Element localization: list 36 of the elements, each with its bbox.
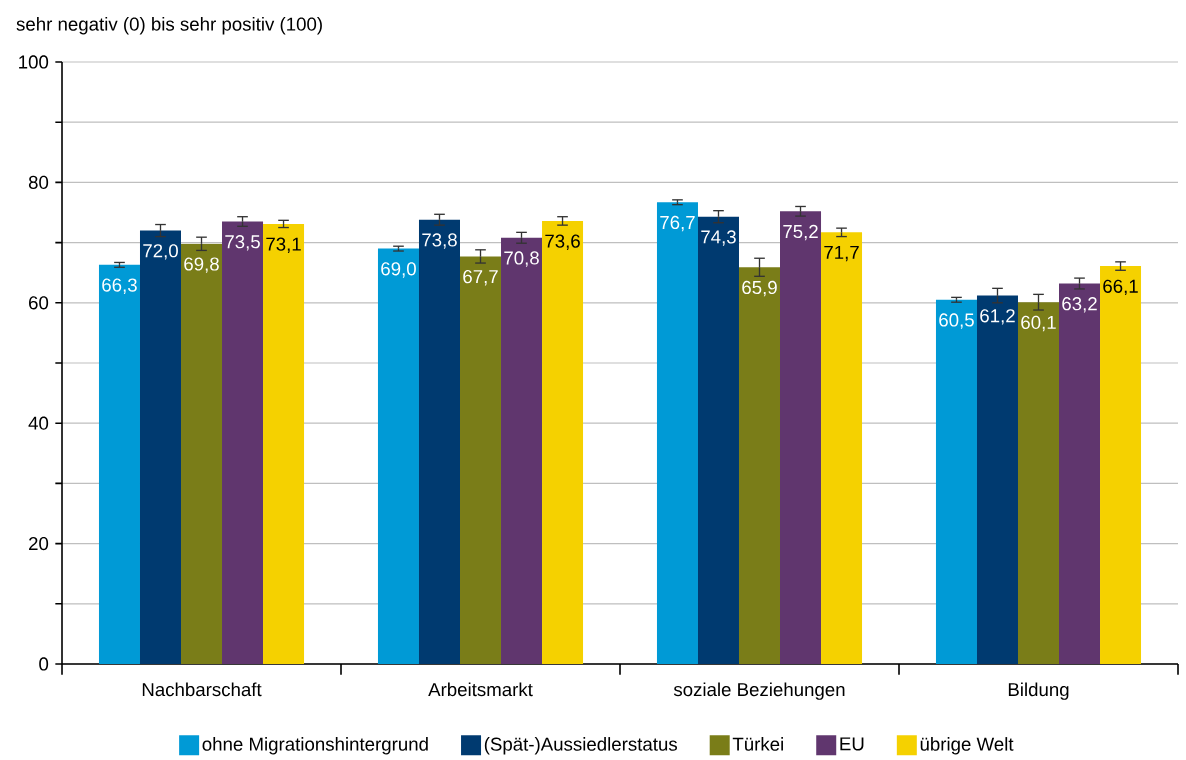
data-label: 67,7 bbox=[463, 270, 498, 286]
legend-label: EU bbox=[840, 737, 864, 751]
data-label: 60,1 bbox=[1021, 315, 1056, 332]
y-tick-label: 40 bbox=[28, 416, 49, 430]
data-label: 66,1 bbox=[1103, 279, 1138, 296]
data-label: 73,8 bbox=[422, 233, 457, 249]
y-axis-title: sehr negativ (0) bis sehr positiv (100) bbox=[16, 17, 322, 35]
y-tick-label: 80 bbox=[28, 175, 49, 190]
data-label: 71,7 bbox=[824, 245, 859, 262]
x-tick-label: soziale Beziehungen bbox=[673, 682, 845, 700]
data-label: 65,9 bbox=[742, 280, 777, 297]
y-tick-label: 0 bbox=[39, 657, 49, 671]
legend-label: ohne Migrationshintergrund bbox=[202, 737, 428, 755]
data-label: 76,7 bbox=[660, 215, 695, 232]
y-tick-label: 100 bbox=[19, 55, 49, 69]
data-label: 72,0 bbox=[143, 244, 178, 260]
data-label: 60,5 bbox=[939, 313, 974, 329]
data-label: 69,8 bbox=[184, 257, 219, 273]
data-label: 73,6 bbox=[545, 234, 580, 250]
data-label: 69,0 bbox=[381, 262, 416, 278]
legend-label: übrige Welt bbox=[920, 737, 1014, 755]
x-tick-label: Arbeitsmarkt bbox=[428, 682, 533, 697]
y-tick-label: 60 bbox=[29, 296, 49, 310]
x-tick-label: Bildung bbox=[1008, 682, 1069, 700]
x-tick-label: Nachbarschaft bbox=[142, 682, 262, 697]
data-label: 75,2 bbox=[783, 224, 818, 241]
data-label: 73,5 bbox=[225, 235, 260, 251]
data-label: 66,3 bbox=[102, 278, 137, 294]
legend-label: Türkei bbox=[732, 737, 783, 751]
data-label: 61,2 bbox=[980, 309, 1015, 325]
data-label: 74,3 bbox=[701, 230, 736, 246]
data-label: 70,8 bbox=[504, 251, 539, 267]
data-label: 73,1 bbox=[266, 237, 301, 253]
y-tick-label: 20 bbox=[29, 536, 49, 551]
legend-label: (Spät-)Aussiedlerstatus bbox=[484, 737, 677, 755]
data-label: 63,2 bbox=[1062, 297, 1097, 313]
